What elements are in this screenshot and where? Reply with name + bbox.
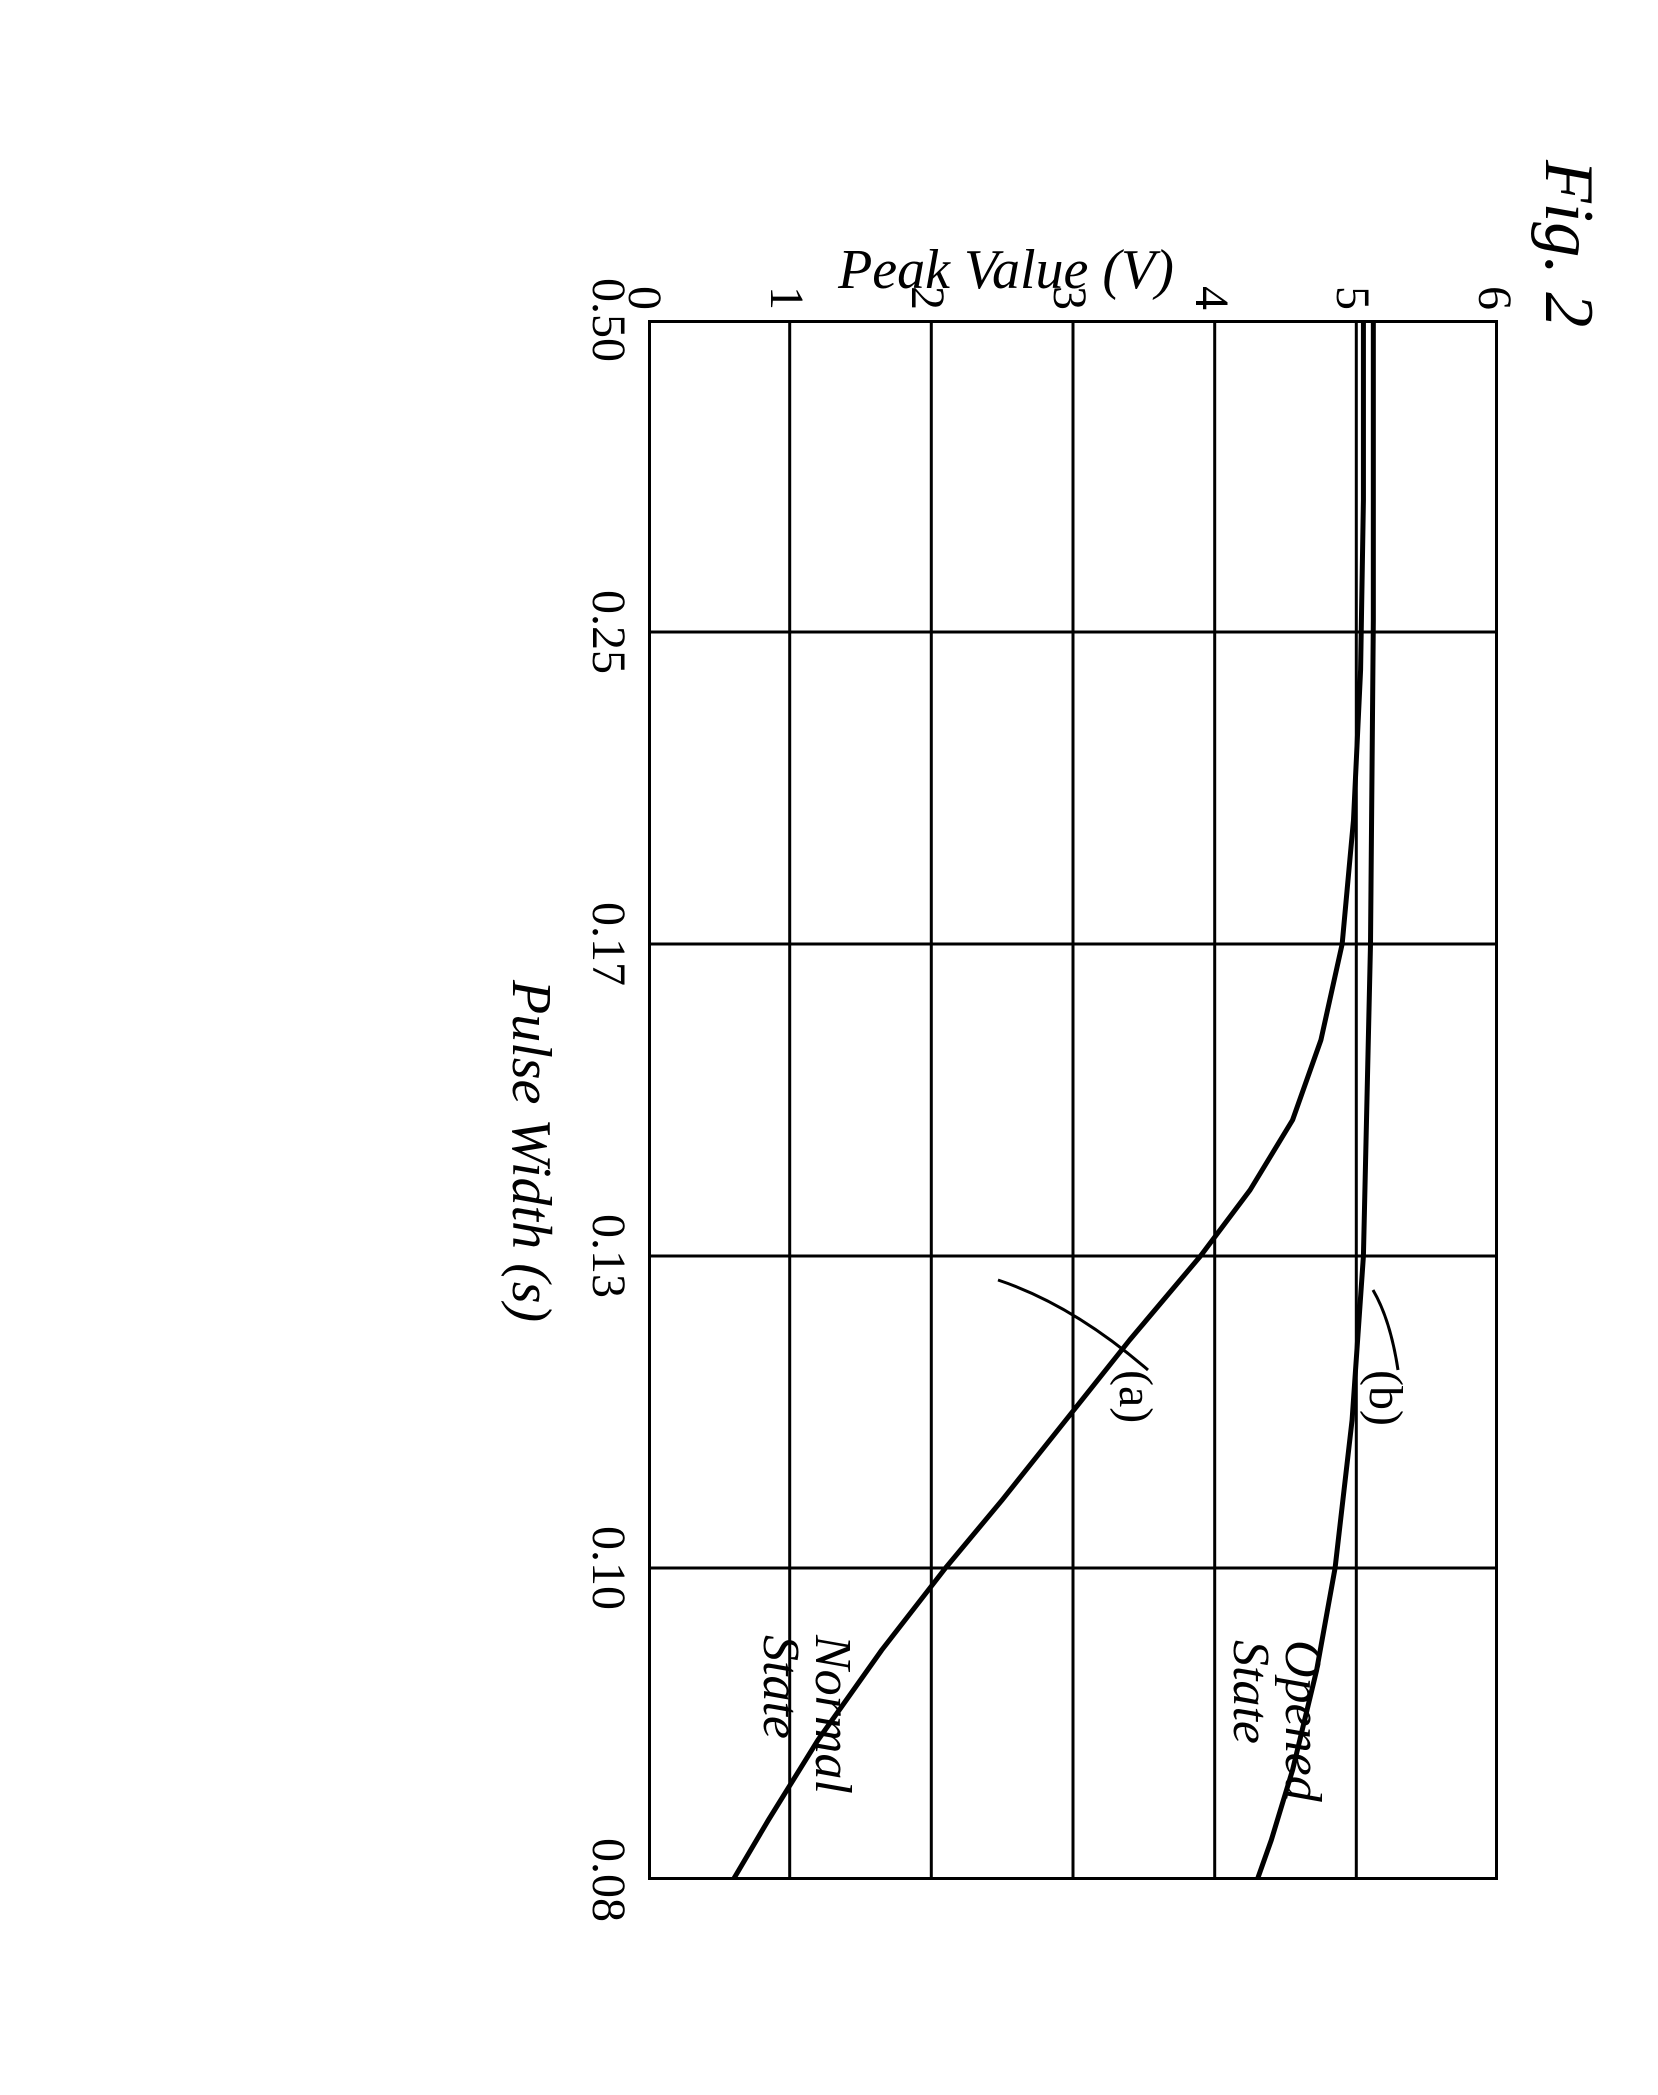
curve-b-label: (b)	[1358, 1370, 1413, 1426]
x-axis-label: Pulse Width (s)	[499, 980, 563, 1322]
y-axis-label: Peak Value (V)	[806, 238, 1206, 302]
x-tick: 0.08	[581, 1820, 636, 1940]
x-tick: 0.17	[581, 884, 636, 1004]
rotated-page: Fig. 2 Peak Value (V) Pulse Width (s) 01…	[0, 0, 1658, 1658]
y-tick: 4	[1184, 270, 1239, 310]
y-tick: 1	[759, 270, 814, 310]
y-tick: 2	[900, 270, 955, 310]
x-tick: 0.50	[581, 260, 636, 380]
annotation-opened-state: Opened State	[1224, 1640, 1328, 1900]
y-tick: 3	[1042, 270, 1097, 310]
y-tick: 6	[1467, 270, 1522, 310]
x-tick: 0.13	[581, 1196, 636, 1316]
figure-title: Fig. 2	[1528, 160, 1608, 327]
curve-a-label: (a)	[1108, 1370, 1163, 1423]
x-tick: 0.25	[581, 572, 636, 692]
annotation-normal-state: Normal State	[754, 1635, 858, 1895]
x-tick: 0.10	[581, 1508, 636, 1628]
y-tick: 5	[1325, 270, 1380, 310]
